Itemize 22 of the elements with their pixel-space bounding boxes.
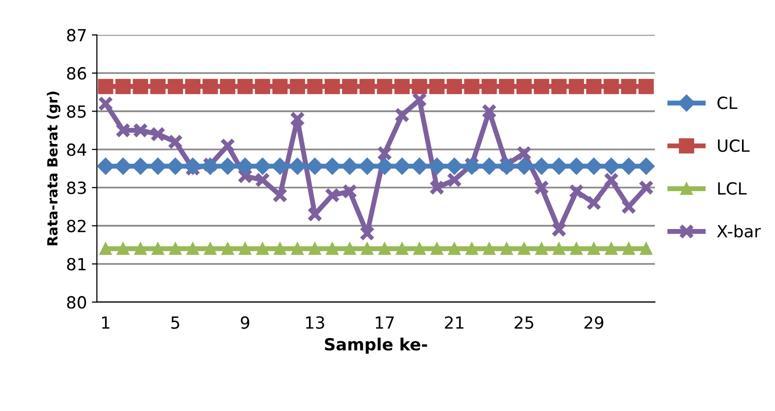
x-tick-label: 1: [102, 316, 110, 329]
y-tick-label: 80: [67, 296, 86, 309]
y-tick-label: 87: [67, 28, 86, 42]
y-tick-label: 86: [67, 67, 86, 80]
legend-label: CL: [717, 96, 738, 110]
legend-label: UCL: [718, 139, 750, 152]
y-tick-label: 82: [67, 220, 86, 232]
x-tick-label: 5: [171, 316, 180, 329]
x-tick-label: 9: [240, 316, 250, 329]
y-tick-label: 84: [67, 143, 86, 156]
x-axis-title: Sample ke-: [324, 338, 428, 354]
y-tick-label: 85: [67, 105, 86, 118]
x-tick-label: 25: [514, 316, 534, 329]
legend-label: LCL: [718, 182, 747, 195]
y-tick-label: 81: [67, 258, 86, 270]
x-tick-label: 29: [584, 316, 604, 329]
x-tick-label: 13: [306, 316, 324, 329]
y-tick-label: 83: [67, 182, 86, 194]
x-tick-label: 21: [444, 316, 464, 329]
y-axis-title: Rata-rata Berat (gr): [46, 92, 60, 246]
x-tick-label: 17: [376, 316, 394, 329]
legend-label: X-bar: [717, 224, 761, 238]
